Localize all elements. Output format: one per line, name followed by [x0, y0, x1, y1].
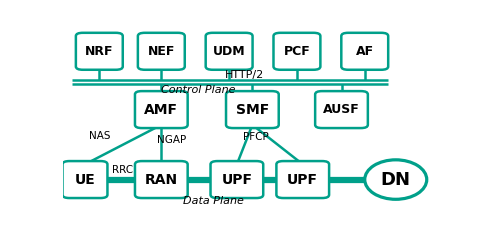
Text: RAN: RAN [145, 173, 178, 187]
Text: AMF: AMF [144, 103, 178, 116]
Text: UE: UE [74, 173, 96, 187]
Text: AF: AF [356, 45, 374, 58]
Text: DN: DN [381, 171, 411, 188]
Ellipse shape [365, 160, 427, 199]
FancyBboxPatch shape [274, 33, 320, 70]
Text: AUSF: AUSF [323, 103, 360, 116]
FancyBboxPatch shape [135, 91, 188, 128]
FancyBboxPatch shape [210, 161, 263, 198]
Text: UPF: UPF [222, 173, 252, 187]
Text: UPF: UPF [287, 173, 318, 187]
FancyBboxPatch shape [276, 161, 329, 198]
Text: Control Plane: Control Plane [162, 85, 236, 95]
Text: RRC: RRC [112, 165, 133, 175]
FancyBboxPatch shape [315, 91, 368, 128]
FancyBboxPatch shape [135, 161, 188, 198]
Text: NGAP: NGAP [158, 135, 186, 145]
Text: PFCP: PFCP [242, 132, 268, 142]
Text: Data Plane: Data Plane [183, 195, 244, 206]
Text: UDM: UDM [213, 45, 246, 58]
Text: NRF: NRF [85, 45, 114, 58]
FancyBboxPatch shape [62, 161, 108, 198]
Text: SMF: SMF [236, 103, 269, 116]
FancyBboxPatch shape [226, 91, 278, 128]
FancyBboxPatch shape [342, 33, 388, 70]
Text: PCF: PCF [284, 45, 310, 58]
Text: NEF: NEF [148, 45, 175, 58]
FancyBboxPatch shape [76, 33, 123, 70]
FancyBboxPatch shape [206, 33, 252, 70]
FancyBboxPatch shape [138, 33, 185, 70]
Text: NAS: NAS [88, 131, 110, 140]
Text: HTTP/2: HTTP/2 [225, 70, 264, 80]
